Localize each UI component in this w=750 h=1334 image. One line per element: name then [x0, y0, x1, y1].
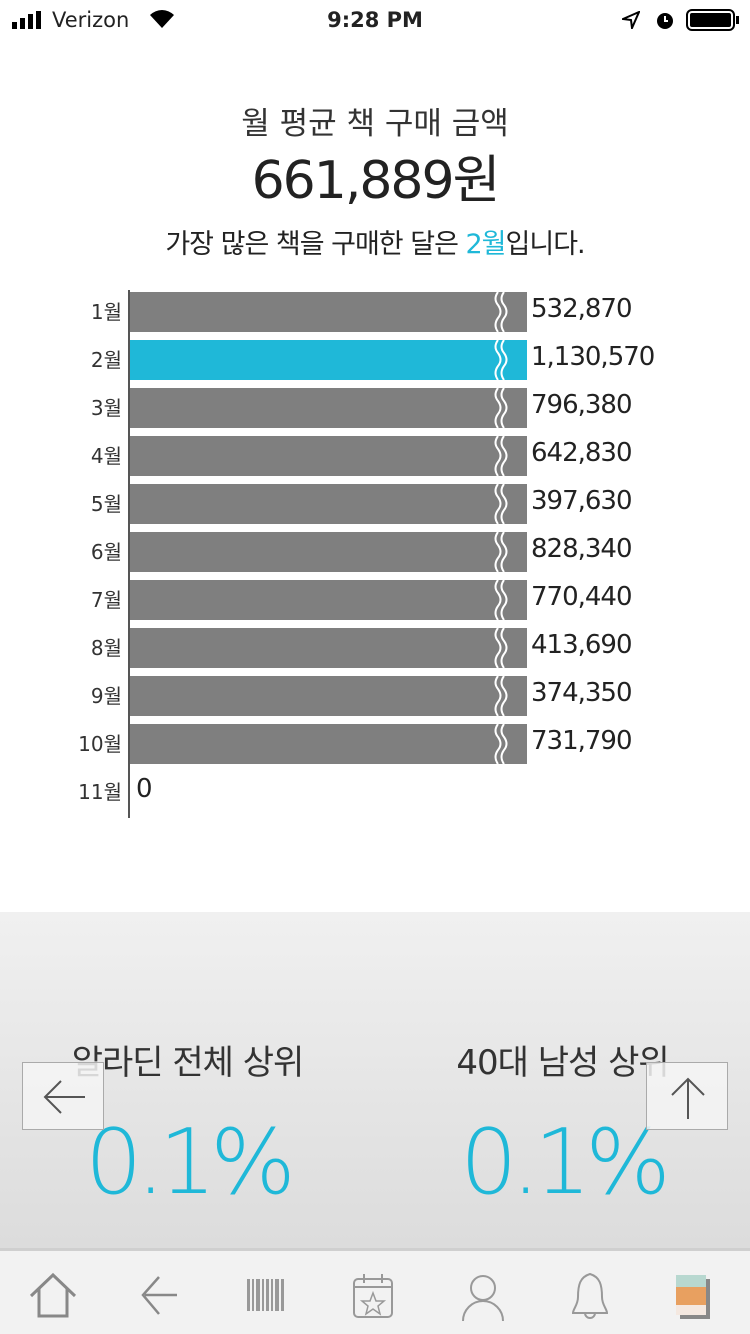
month-label: 2월 [91, 348, 122, 372]
axis-break-mark [494, 483, 502, 525]
value-label: 1,130,570 [531, 342, 654, 372]
carrier: Verizon [52, 8, 130, 32]
axis-break-mark [494, 675, 502, 717]
status-bar: Verizon 9:28 PM [0, 0, 750, 40]
axis-break-mark [500, 723, 508, 765]
rank-label-group: 40대 남성 상위 [456, 1043, 669, 1083]
bar [130, 484, 527, 524]
wifi-icon [150, 10, 174, 28]
bar [130, 676, 527, 716]
barcode-icon[interactable] [243, 1271, 293, 1321]
person-icon[interactable] [458, 1271, 508, 1321]
signal-icon [12, 11, 41, 29]
top-month: 2월 [465, 229, 507, 260]
rank-value-all: 0.1% [85, 1110, 296, 1215]
axis-break-mark [494, 531, 502, 573]
axis-break-mark [494, 387, 502, 429]
month-label: 4월 [91, 444, 122, 468]
month-label: 3월 [91, 396, 122, 420]
alarm-icon [657, 13, 673, 29]
rank-label-all: 알라딘 전체 상위 [71, 1043, 305, 1083]
back-button[interactable] [22, 1062, 104, 1130]
bar [130, 436, 527, 476]
axis-break-mark [494, 627, 502, 669]
bar [130, 580, 527, 620]
axis-break-mark [500, 387, 508, 429]
monthly-bar-chart: 1월 532,870 2월 1,130,570 3월 796,380 4월 642,830 5월… [78, 290, 655, 818]
value-label: 413,690 [531, 630, 632, 660]
month-label: 8월 [91, 636, 122, 660]
axis-break-mark [500, 579, 508, 621]
axis-break-mark [494, 723, 502, 765]
scroll-top-button[interactable] [646, 1062, 728, 1130]
ranking-panel: 알라딘 전체 상위 0.1% 40대 남성 상위 0.1% [0, 912, 750, 1248]
bar [130, 532, 527, 572]
month-label: 6월 [91, 540, 122, 564]
axis-break-mark [500, 531, 508, 573]
value-label: 0 [136, 774, 152, 804]
axis-break-mark [494, 435, 502, 477]
tab-bar [0, 1248, 750, 1334]
value-label: 731,790 [531, 726, 632, 756]
location-icon [622, 11, 640, 29]
value-label: 796,380 [531, 390, 632, 420]
value-label: 532,870 [531, 294, 632, 324]
bell-icon[interactable] [565, 1271, 615, 1321]
bar [130, 628, 527, 668]
top-month-summary: 가장 많은 책을 구매한 달은 2월입니다. [0, 222, 750, 261]
value-label: 397,630 [531, 486, 632, 516]
book-cover-icon[interactable] [672, 1271, 722, 1321]
axis-break-mark [494, 339, 502, 381]
month-label: 10월 [78, 732, 122, 756]
bar [130, 724, 527, 764]
axis-break-mark [500, 675, 508, 717]
calendar-star-icon[interactable] [350, 1271, 400, 1321]
summary-suffix: 입니다. [505, 229, 586, 260]
axis-break-mark [500, 291, 508, 333]
bar [130, 340, 527, 380]
average-amount: 661,889원 [251, 151, 501, 211]
value-label: 374,350 [531, 678, 632, 708]
value-label: 770,440 [531, 582, 632, 612]
back-icon[interactable] [135, 1271, 185, 1321]
arrow-left-icon [43, 1080, 85, 1114]
rank-value-group: 0.1% [460, 1110, 671, 1215]
axis-break-mark [500, 339, 508, 381]
month-label: 9월 [91, 684, 122, 708]
value-label: 642,830 [531, 438, 632, 468]
axis-break-mark [500, 435, 508, 477]
month-label: 7월 [91, 588, 122, 612]
home-icon[interactable] [28, 1271, 78, 1321]
axis-break-mark [494, 291, 502, 333]
arrow-up-icon [671, 1077, 705, 1119]
axis-break-mark [494, 579, 502, 621]
month-label: 5월 [91, 492, 122, 516]
axis-break-mark [500, 483, 508, 525]
month-label: 11월 [78, 780, 122, 804]
page-title: 월 평균 책 구매 금액 [241, 106, 509, 142]
bar [130, 388, 527, 428]
month-label: 1월 [91, 300, 122, 324]
value-label: 828,340 [531, 534, 632, 564]
bar [130, 292, 527, 332]
clock: 9:28 PM [327, 8, 423, 32]
axis-break-mark [500, 627, 508, 669]
battery-icon [686, 9, 739, 31]
summary-text: 가장 많은 책을 구매한 달은 [165, 229, 466, 260]
